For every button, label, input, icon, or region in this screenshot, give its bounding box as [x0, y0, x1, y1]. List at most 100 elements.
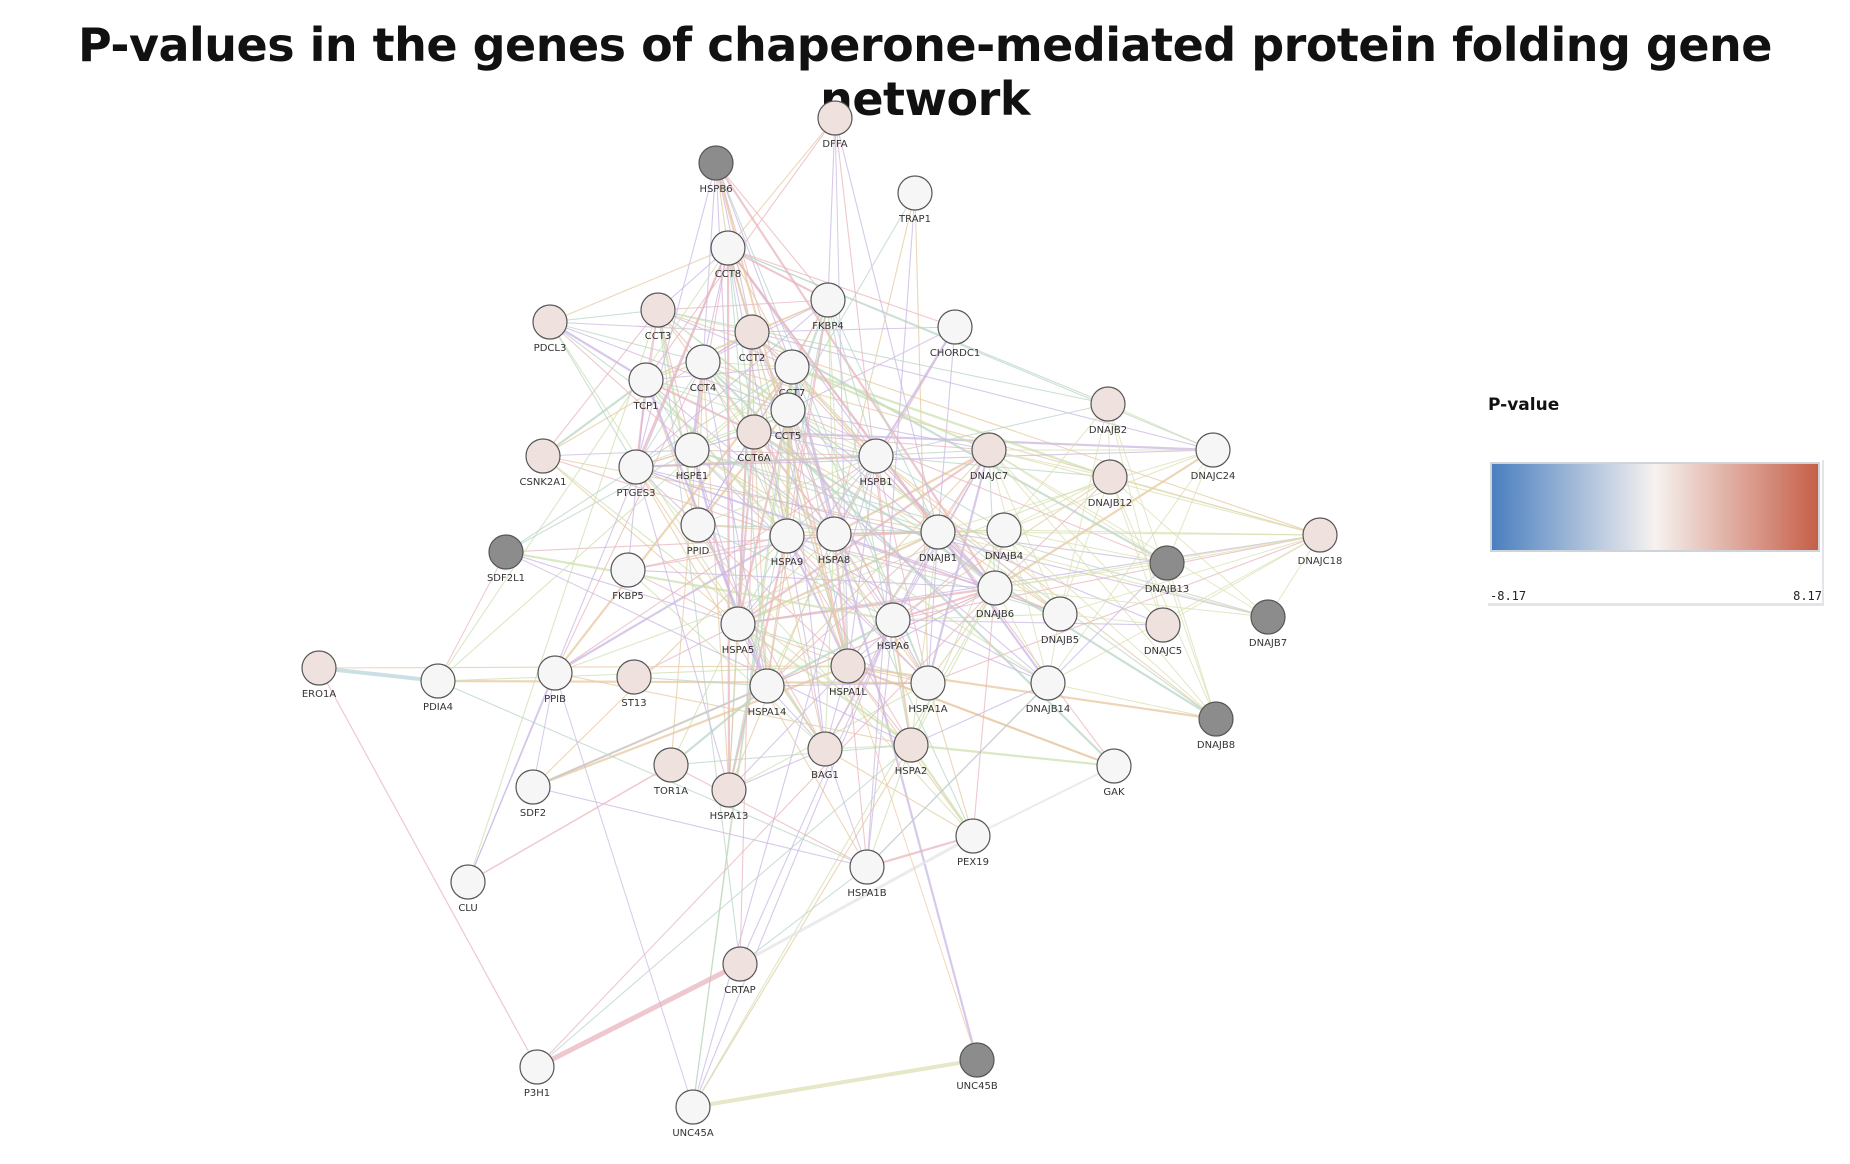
network-edge	[834, 117, 894, 621]
network-edge	[549, 321, 704, 363]
network-edge	[988, 449, 1164, 626]
gene-node-fkbp5[interactable]: FKBP5	[610, 552, 646, 602]
network-edge	[910, 743, 1115, 768]
gene-node-dnajc7[interactable]: DNAJC7	[970, 432, 1008, 482]
network-edge	[727, 247, 829, 301]
gene-node-cct7[interactable]: CCT7	[774, 349, 810, 399]
gene-node-dnajc18[interactable]: DNAJC18	[1298, 517, 1343, 567]
gene-node-label: DNAJB14	[1026, 704, 1071, 715]
gene-node-hspa1b[interactable]: HSPA1B	[847, 849, 887, 899]
gene-node-hspe1[interactable]: HSPE1	[674, 432, 710, 482]
gene-node-dffa[interactable]: DFFA	[817, 100, 853, 150]
network-edge	[1059, 403, 1109, 615]
network-edge	[866, 682, 1049, 868]
network-edge	[786, 535, 912, 746]
network-edge	[847, 664, 1217, 721]
network-edge	[542, 455, 739, 625]
gene-node-label: TRAP1	[898, 214, 931, 225]
gene-node-ppib[interactable]: PPIB	[537, 655, 573, 705]
gene-node-cct6a[interactable]: CCT6A	[736, 414, 772, 464]
gene-node-dnajc24[interactable]: DNAJC24	[1191, 432, 1236, 482]
network-edge	[937, 531, 1168, 564]
gene-node-hspa5[interactable]: HSPA5	[720, 606, 756, 656]
gene-node-circle	[680, 507, 716, 543]
gene-node-circle	[1149, 545, 1185, 581]
gene-node-cct4[interactable]: CCT4	[685, 344, 721, 394]
network-edge	[715, 162, 829, 301]
network-edge	[824, 449, 990, 750]
gene-node-tcp1[interactable]: TCP1	[628, 362, 664, 412]
gene-node-dnajb13[interactable]: DNAJB13	[1145, 545, 1190, 595]
gene-node-p3h1[interactable]: P3H1	[519, 1049, 555, 1099]
gene-node-sdf2l1[interactable]: SDF2L1	[487, 534, 525, 584]
gene-node-dnajb8[interactable]: DNAJB8	[1197, 701, 1235, 751]
gene-node-dnajb14[interactable]: DNAJB14	[1026, 665, 1071, 715]
gene-node-hspa6[interactable]: HSPA6	[875, 602, 911, 652]
network-edge	[766, 455, 877, 687]
gene-node-label: DNAJB7	[1249, 638, 1287, 649]
gene-node-hspb1[interactable]: HSPB1	[858, 438, 894, 488]
network-edge	[634, 247, 730, 468]
gene-node-pdia4[interactable]: PDIA4	[420, 663, 456, 713]
network-edge	[1166, 534, 1321, 564]
gene-node-hspa9[interactable]: HSPA9	[769, 518, 805, 568]
network-edge	[1047, 449, 1214, 684]
legend-title: P-value	[1488, 395, 1560, 415]
gene-node-hspa13[interactable]: HSPA13	[710, 772, 749, 822]
gene-node-circle	[849, 849, 885, 885]
gene-node-dnajb4[interactable]: DNAJB4	[985, 512, 1023, 562]
gene-node-csnk2a1[interactable]: CSNK2A1	[520, 438, 567, 488]
gene-node-st13[interactable]: ST13	[616, 659, 652, 709]
network-edge	[635, 299, 829, 468]
gene-node-dnajb12[interactable]: DNAJB12	[1088, 459, 1133, 509]
gene-node-hspa2[interactable]: HSPA2	[893, 727, 929, 777]
gene-node-unc45b[interactable]: UNC45B	[956, 1042, 998, 1092]
network-edge	[505, 531, 939, 553]
gene-node-ppid[interactable]: PPID	[680, 507, 716, 557]
gene-node-circle	[955, 818, 991, 854]
gene-node-hspb6[interactable]: HSPB6	[698, 145, 734, 195]
gene-node-dnajb1[interactable]: DNAJB1	[919, 514, 957, 564]
gene-node-hspa8[interactable]: HSPA8	[816, 516, 852, 566]
network-edge	[505, 466, 637, 553]
gene-node-bag1[interactable]: BAG1	[807, 731, 843, 781]
network-edge	[785, 409, 790, 537]
gene-node-unc45a[interactable]: UNC45A	[672, 1089, 714, 1139]
network-edge	[988, 449, 1049, 684]
gene-node-cct8[interactable]: CCT8	[710, 230, 746, 280]
gene-node-cct5[interactable]: CCT5	[770, 392, 806, 442]
gene-node-chordc1[interactable]: CHORDC1	[930, 309, 980, 359]
network-edge	[549, 309, 659, 323]
gene-node-label: FKBP5	[612, 591, 644, 602]
gene-node-label: HSPA1B	[847, 888, 886, 899]
gene-node-hspa1a[interactable]: HSPA1A	[908, 665, 948, 715]
gene-node-tor1a[interactable]: TOR1A	[653, 747, 689, 797]
gene-node-dnajb6[interactable]: DNAJB6	[976, 570, 1014, 620]
gene-node-cct3[interactable]: CCT3	[640, 292, 676, 342]
gene-node-hspa1l[interactable]: HSPA1L	[829, 648, 867, 698]
gene-node-hspa14[interactable]: HSPA14	[748, 668, 787, 718]
gene-node-ero1a[interactable]: ERO1A	[301, 650, 337, 700]
gene-node-dnajb5[interactable]: DNAJB5	[1041, 596, 1079, 646]
network-edge	[437, 680, 868, 868]
gene-node-pex19[interactable]: PEX19	[955, 818, 991, 868]
gene-node-pdcl3[interactable]: PDCL3	[532, 304, 568, 354]
gene-node-ptges3[interactable]: PTGES3	[617, 449, 656, 499]
gene-node-circle	[977, 570, 1013, 606]
network-edge	[1109, 476, 1217, 720]
gene-node-circle	[817, 100, 853, 136]
gene-node-circle	[450, 864, 486, 900]
gene-node-cct2[interactable]: CCT2	[734, 314, 770, 364]
gene-node-dnajb7[interactable]: DNAJB7	[1249, 599, 1287, 649]
gene-node-gak[interactable]: GAK	[1096, 748, 1132, 798]
gene-node-dnajc5[interactable]: DNAJC5	[1144, 607, 1182, 657]
gene-node-circle	[920, 514, 956, 550]
gene-node-fkbp4[interactable]: FKBP4	[810, 282, 846, 332]
gene-node-clu[interactable]: CLU	[450, 864, 486, 914]
gene-node-crtap[interactable]: CRTAP	[722, 946, 758, 996]
gene-node-dnajb2[interactable]: DNAJB2	[1089, 386, 1127, 436]
network-edge	[827, 299, 939, 533]
gene-node-sdf2[interactable]: SDF2	[515, 769, 551, 819]
network-edge	[536, 744, 912, 1068]
gene-node-trap1[interactable]: TRAP1	[897, 175, 933, 225]
